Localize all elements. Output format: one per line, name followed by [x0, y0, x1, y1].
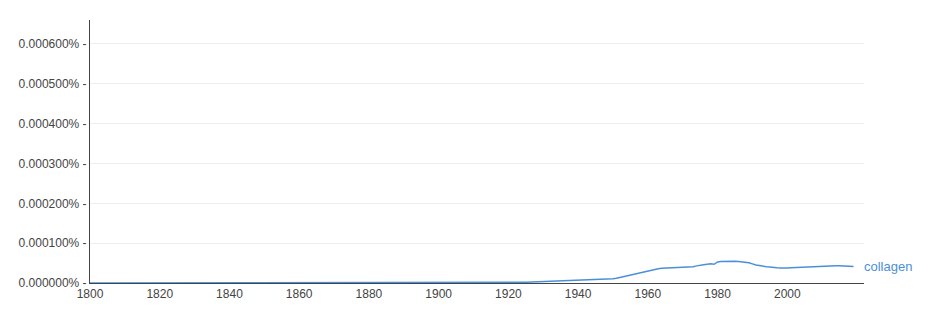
- svg-text:1980: 1980: [704, 287, 731, 301]
- svg-text:0.000200% -: 0.000200% -: [19, 197, 87, 211]
- svg-text:1900: 1900: [425, 287, 452, 301]
- svg-text:1820: 1820: [146, 287, 173, 301]
- svg-text:1880: 1880: [356, 287, 383, 301]
- svg-text:1960: 1960: [634, 287, 661, 301]
- svg-text:0.000600% -: 0.000600% -: [19, 37, 87, 51]
- svg-text:1920: 1920: [495, 287, 522, 301]
- svg-text:1840: 1840: [216, 287, 243, 301]
- svg-text:0.000100% -: 0.000100% -: [19, 236, 87, 250]
- svg-text:0.000000% -: 0.000000% -: [19, 276, 87, 290]
- svg-text:1940: 1940: [565, 287, 592, 301]
- svg-text:collagen: collagen: [864, 259, 912, 274]
- svg-text:1800: 1800: [77, 287, 104, 301]
- svg-text:0.000500% -: 0.000500% -: [19, 77, 87, 91]
- svg-text:2000: 2000: [774, 287, 801, 301]
- svg-text:1860: 1860: [286, 287, 313, 301]
- svg-text:0.000300% -: 0.000300% -: [19, 157, 87, 171]
- svg-text:0.000400% -: 0.000400% -: [19, 117, 87, 131]
